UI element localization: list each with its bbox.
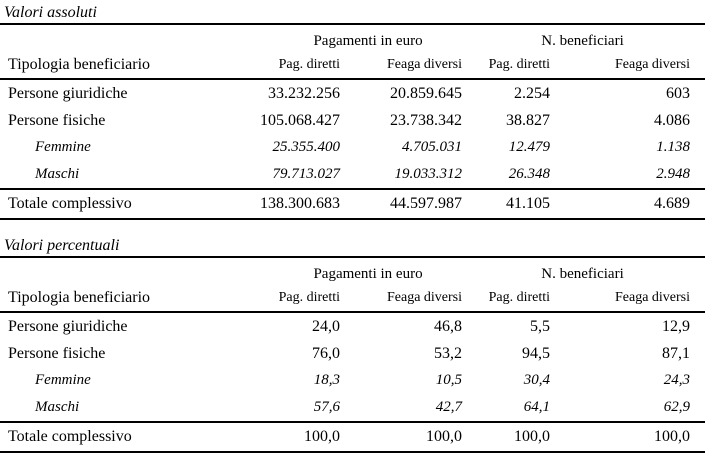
- row-label: Persone giuridiche: [8, 317, 128, 335]
- cell-value: 20.859.645: [390, 84, 463, 102]
- row-label: Femmine: [35, 139, 91, 155]
- group-header-spacer: [0, 257, 232, 284]
- cell-value: 105.068.427: [260, 111, 340, 129]
- group-header-beneficiaries: N. beneficiari: [541, 33, 624, 49]
- column-header-feaga-diversi-euro: Feaga diversi: [348, 51, 471, 80]
- group-header-spacer: [0, 24, 232, 51]
- table-title-percentage: Valori percentuali: [4, 237, 120, 254]
- row-label: Persone giuridiche: [8, 84, 128, 102]
- cell-value: 33.232.256: [268, 84, 340, 102]
- column-header-feaga-diversi-benef: Feaga diversi: [558, 284, 705, 313]
- column-header-tipologia: Tipologia beneficiario: [0, 284, 232, 313]
- cell-value: 12,9: [662, 317, 691, 335]
- row-label: Maschi: [35, 166, 80, 182]
- group-header-payments: Pagamenti in euro: [313, 33, 423, 49]
- row-label: Femmine: [35, 372, 91, 388]
- total-label: Totale complessivo: [0, 421, 232, 453]
- row-label: Persone fisiche: [8, 111, 106, 129]
- total-row: Totale complessivo 100,0 100,0 100,0 100…: [0, 421, 705, 453]
- cell-value: 24,3: [663, 372, 691, 388]
- cell-value: 5,5: [530, 317, 551, 335]
- group-header-row: Pagamenti in euro N. beneficiari: [0, 257, 705, 284]
- absolute-values-table: Pagamenti in euro N. beneficiari Tipolog…: [0, 23, 705, 220]
- row-label: Maschi: [35, 399, 80, 415]
- cell-value: 4.705.031: [402, 139, 463, 155]
- cell-value: 76,0: [312, 344, 340, 362]
- total-value: 41.105: [470, 188, 559, 220]
- cell-value: 24,0: [312, 317, 340, 335]
- cell-value: 18,3: [313, 372, 340, 388]
- column-header-pag-diretti-benef: Pag. diretti: [470, 51, 559, 80]
- cell-value: 62,9: [663, 399, 691, 415]
- table-row-maschi: Maschi 57,6 42,7 64,1 62,9: [0, 394, 705, 422]
- cell-value: 26.348: [508, 166, 551, 182]
- column-header-pag-diretti-benef: Pag. diretti: [470, 284, 559, 313]
- percentage-values-table: Pagamenti in euro N. beneficiari Tipolog…: [0, 256, 705, 453]
- total-value: 100,0: [558, 421, 705, 453]
- cell-value: 87,1: [662, 344, 691, 362]
- table-row-persone-fisiche: Persone fisiche 105.068.427 23.738.342 3…: [0, 107, 705, 134]
- cell-value: 4.086: [654, 111, 691, 129]
- column-header-pag-diretti-euro: Pag. diretti: [232, 284, 348, 313]
- total-row: Totale complessivo 138.300.683 44.597.98…: [0, 188, 705, 220]
- group-header-payments: Pagamenti in euro: [313, 266, 423, 282]
- percentage-values-section: Valori percentuali Pagamenti in euro N. …: [0, 233, 705, 453]
- total-value: 100,0: [232, 421, 348, 453]
- cell-value: 10,5: [435, 372, 463, 388]
- total-value: 4.689: [558, 188, 705, 220]
- table-row-persone-giuridiche: Persone giuridiche 33.232.256 20.859.645…: [0, 79, 705, 107]
- column-header-pag-diretti-euro: Pag. diretti: [232, 51, 348, 80]
- row-label: Persone fisiche: [8, 344, 106, 362]
- column-header-row: Tipologia beneficiario Pag. diretti Feag…: [0, 284, 705, 313]
- column-header-tipologia: Tipologia beneficiario: [0, 51, 232, 80]
- cell-value: 57,6: [313, 399, 340, 415]
- total-value: 100,0: [348, 421, 471, 453]
- table-row-maschi: Maschi 79.713.027 19.033.312 26.348 2.94…: [0, 161, 705, 189]
- cell-value: 23.738.342: [390, 111, 463, 129]
- cell-value: 53,2: [434, 344, 463, 362]
- cell-value: 30,4: [523, 372, 551, 388]
- total-value: 44.597.987: [348, 188, 471, 220]
- cell-value: 12.479: [508, 139, 551, 155]
- cell-value: 2.948: [656, 166, 691, 182]
- group-header-beneficiaries: N. beneficiari: [541, 266, 624, 282]
- column-header-feaga-diversi-benef: Feaga diversi: [558, 51, 705, 80]
- column-header-feaga-diversi-euro: Feaga diversi: [348, 284, 471, 313]
- column-header-row: Tipologia beneficiario Pag. diretti Feag…: [0, 51, 705, 80]
- cell-value: 38.827: [506, 111, 551, 129]
- cell-value: 42,7: [435, 399, 463, 415]
- absolute-values-section: Valori assoluti Pagamenti in euro N. ben…: [0, 0, 705, 220]
- table-row-femmine: Femmine 25.355.400 4.705.031 12.479 1.13…: [0, 134, 705, 161]
- cell-value: 19.033.312: [394, 166, 463, 182]
- total-value: 138.300.683: [232, 188, 348, 220]
- cell-value: 603: [666, 84, 691, 102]
- table-row-femmine: Femmine 18,3 10,5 30,4 24,3: [0, 367, 705, 394]
- cell-value: 1.138: [656, 139, 691, 155]
- cell-value: 25.355.400: [272, 139, 341, 155]
- cell-value: 94,5: [522, 344, 551, 362]
- total-label: Totale complessivo: [0, 188, 232, 220]
- cell-value: 79.713.027: [272, 166, 341, 182]
- group-header-row: Pagamenti in euro N. beneficiari: [0, 24, 705, 51]
- table-row-persone-fisiche: Persone fisiche 76,0 53,2 94,5 87,1: [0, 340, 705, 367]
- cell-value: 64,1: [523, 399, 551, 415]
- cell-value: 2.254: [514, 84, 551, 102]
- table-title-absolute: Valori assoluti: [4, 4, 97, 21]
- cell-value: 46,8: [434, 317, 463, 335]
- total-value: 100,0: [470, 421, 559, 453]
- table-row-persone-giuridiche: Persone giuridiche 24,0 46,8 5,5 12,9: [0, 312, 705, 340]
